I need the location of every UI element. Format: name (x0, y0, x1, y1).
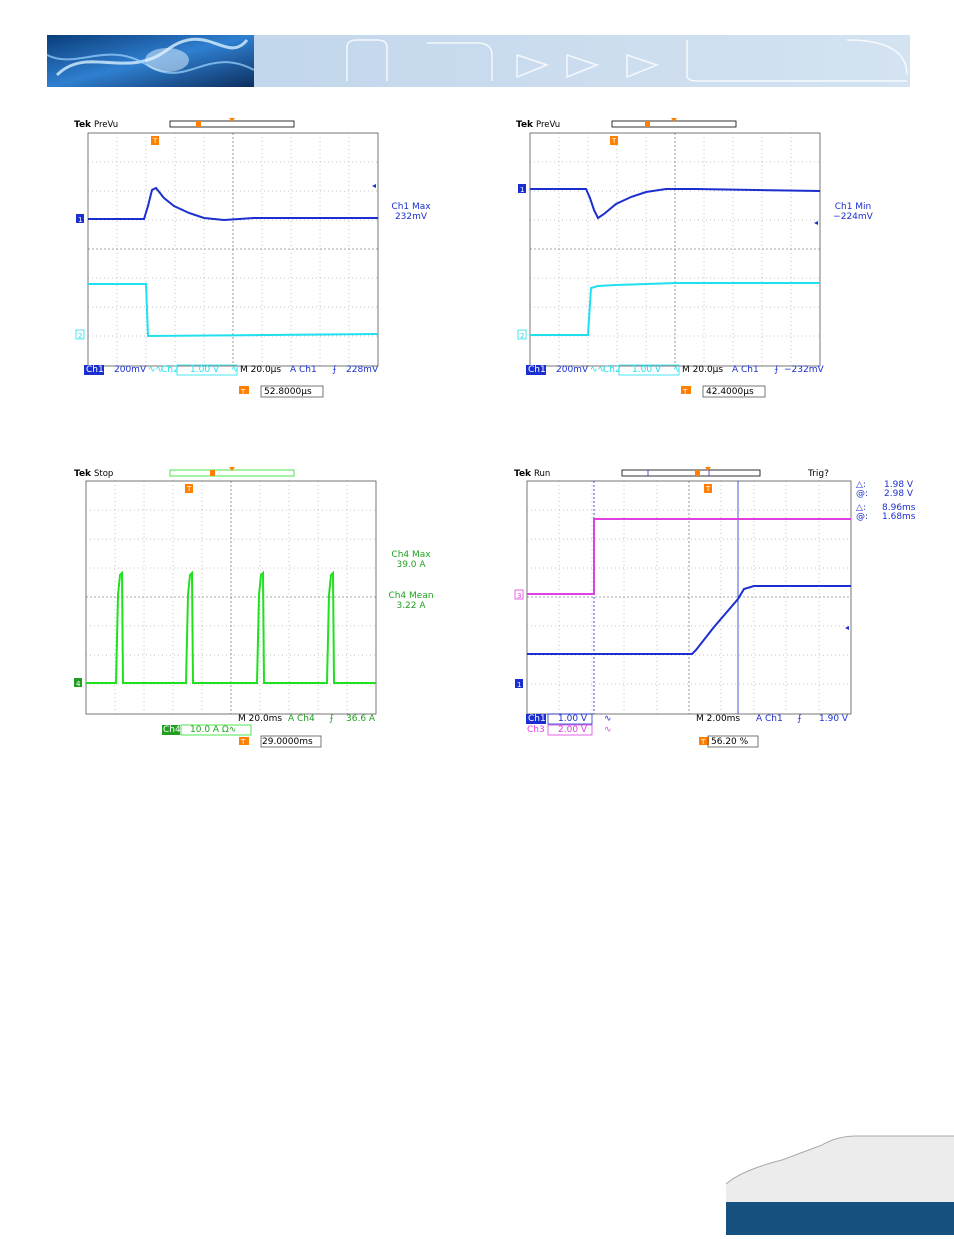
scope4-display (514, 467, 852, 748)
cursor-delta-t-label: △: (856, 503, 866, 513)
timebase: M 20.0µs (240, 365, 282, 375)
ch1-label: Ch1 (528, 365, 546, 375)
ch2-scale: 1.00 V (632, 365, 662, 375)
measurement-name: Ch4 Mean (388, 591, 434, 601)
scope2-display (517, 118, 821, 398)
ch1-scale: 200mV (114, 365, 147, 375)
measurement-value: 232mV (394, 212, 428, 222)
ch3-marker: 3 (517, 592, 522, 600)
trigger-position: 56.20 % (711, 737, 749, 747)
cursor-at-v-label: @: (856, 489, 869, 499)
tek-logo: Tek (516, 120, 534, 130)
ch1-marker: 1 (517, 681, 522, 689)
cursor-delta-v: 1.98 V (884, 480, 914, 490)
ch1-coupling: ∿∿ (590, 365, 606, 375)
trigger-level: 1.90 V (819, 714, 849, 724)
ch1-coupling: ∿ (604, 714, 612, 724)
ch2-label: Ch2 (161, 365, 179, 375)
trigger-position-icon: T (241, 388, 246, 396)
ch2-marker: 2 (78, 332, 83, 340)
cursor-delta-t: 8.96ms (882, 503, 916, 513)
trigger-marker: T (612, 137, 617, 145)
trigger-slope: ⨍ (332, 365, 337, 375)
measurement-name: Ch1 Min (834, 202, 872, 212)
footer-logo-graphic (722, 1130, 954, 1235)
acquisition-mode: PreVu (94, 120, 119, 130)
timebase: M 20.0ms (238, 714, 283, 724)
measurement-readout: Ch1 Max 232mV (386, 202, 436, 222)
header-banner-graphic (47, 35, 910, 87)
trigger-slope: ⨍ (774, 365, 779, 375)
ch2-label: Ch2 (603, 365, 621, 375)
cursor-at-t: 1.68ms (882, 512, 916, 522)
cursor-at-v: 2.98 V (884, 489, 914, 499)
ch3-coupling: ∿ (604, 725, 612, 735)
ch4-label: Ch4 (163, 725, 181, 735)
trigger-source: A Ch1 (732, 365, 759, 375)
ch3-label: Ch3 (527, 725, 545, 735)
cursor-at-t-label: @: (856, 512, 869, 522)
ch1-scale: 200mV (556, 365, 589, 375)
trigger-marker: T (706, 485, 711, 493)
ch2-coupling: ∿ (231, 365, 239, 375)
tek-logo: Tek (514, 469, 532, 479)
ch3-scale: 2.00 V (558, 725, 588, 735)
trigger-source: A Ch4 (288, 714, 315, 724)
timebase: M 2.00ms (696, 714, 741, 724)
acquisition-mode: PreVu (536, 120, 561, 130)
ch1-marker: 1 (520, 186, 525, 194)
trigger-marker: T (153, 137, 158, 145)
trigger-position-icon: T (683, 388, 688, 396)
trigger-slope: ⨍ (329, 714, 334, 724)
scope1-display (75, 118, 379, 398)
trigger-position: 52.8000µs (264, 387, 312, 397)
measurement-value: 3.22 A (396, 601, 426, 611)
ch1-marker: 1 (78, 216, 83, 224)
ch4-scale: 10.0 A Ω∿ (190, 725, 237, 735)
measurement-value: 39.0 A (396, 560, 426, 570)
ch1-label: Ch1 (86, 365, 104, 375)
tek-logo: Tek (74, 120, 92, 130)
scope3-display (74, 467, 377, 748)
trigger-level: 228mV (346, 365, 379, 375)
measurement-value: −224mV (833, 212, 873, 222)
scope-capture-2: Tek PreVu T 1 2 Ch1 Min −224mV (516, 118, 886, 403)
scope-capture-3: Tek Stop T 4 Ch4 Max 39.0 A Ch4 Mean 3. (74, 467, 444, 752)
ch4-marker: 4 (76, 680, 81, 688)
trigger-position: 29.0000ms (262, 737, 313, 747)
trigger-status: Trig? (808, 469, 829, 479)
ch2-coupling: ∿ (673, 365, 681, 375)
trigger-source: A Ch1 (290, 365, 317, 375)
acquisition-mode: Stop (94, 469, 114, 479)
measurement-name: Ch1 Max (391, 202, 431, 212)
scope-capture-1: Tek PreVu T 1 2 (74, 118, 444, 403)
cursor-delta-v-label: △: (856, 480, 866, 490)
ch2-marker: 2 (520, 332, 525, 340)
trigger-source: A Ch1 (756, 714, 783, 724)
trigger-position-icon: T (241, 738, 246, 746)
measurement-readout-max: Ch4 Max 39.0 A (384, 550, 438, 570)
header-banner (47, 35, 910, 87)
trigger-marker: T (187, 485, 192, 493)
acquisition-mode: Run (534, 469, 551, 479)
footer-swoosh-icon (725, 1135, 954, 1235)
ch1-coupling: ∿∿ (148, 365, 164, 375)
timebase: M 20.0µs (682, 365, 724, 375)
measurement-readout: Ch1 Min −224mV (828, 202, 878, 222)
ch1-label: Ch1 (528, 714, 546, 724)
trigger-level: −232mV (784, 365, 824, 375)
ch1-scale: 1.00 V (558, 714, 588, 724)
tek-logo: Tek (74, 469, 92, 479)
scope-capture-4: Tek Run Trig? (514, 467, 924, 752)
trigger-level: 36.6 A (346, 714, 376, 724)
measurement-name: Ch4 Max (391, 550, 431, 560)
ch2-scale: 1.00 V (190, 365, 220, 375)
trigger-position-icon: T (701, 738, 706, 746)
trigger-position: 42.4000µs (706, 387, 754, 397)
trigger-slope: ⨍ (797, 714, 802, 724)
measurement-readout-mean: Ch4 Mean 3.22 A (384, 591, 438, 611)
